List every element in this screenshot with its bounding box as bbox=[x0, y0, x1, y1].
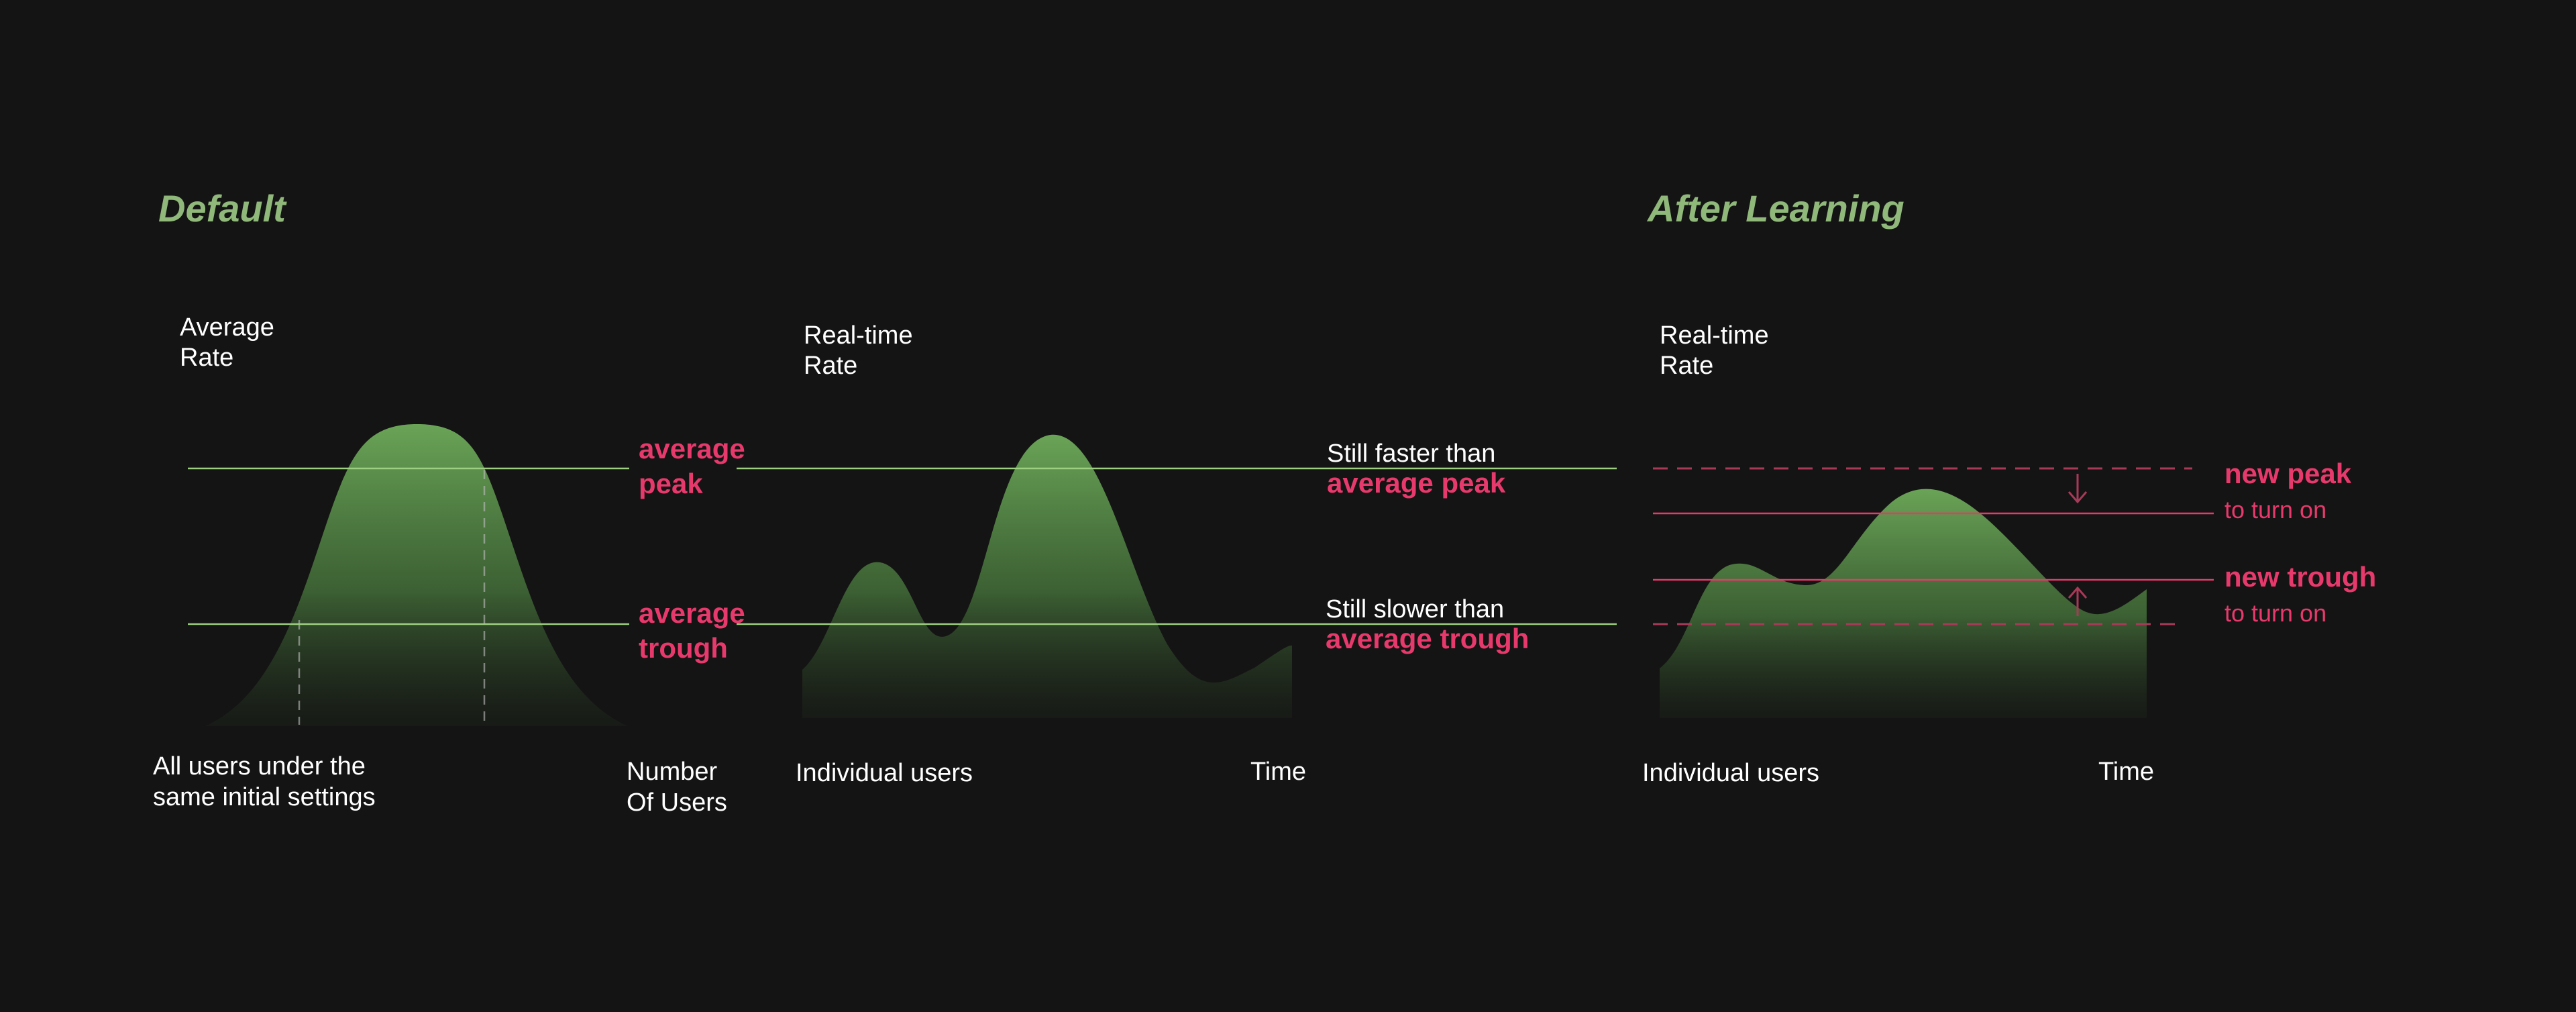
arrow-up-icon bbox=[2068, 586, 2088, 616]
default-title: Default bbox=[158, 187, 287, 230]
average-trough-label: average trough bbox=[639, 597, 753, 664]
chart1-distribution-curve bbox=[205, 424, 628, 726]
after-learning-title: After Learning bbox=[1646, 187, 1904, 230]
new-trough-label: new trough bbox=[2224, 561, 2376, 593]
chart-real-time-after-learning: Real-time Rate new peak to turn on new t… bbox=[1642, 290, 2376, 787]
chart3-y-label: Real-time Rate bbox=[1660, 321, 1776, 380]
chart3-x-label-right: Time bbox=[2098, 758, 2154, 786]
chart1-y-label: Average Rate bbox=[180, 313, 281, 372]
chart2-x-label-left: Individual users bbox=[796, 759, 973, 787]
average-peak-note: average peak bbox=[1327, 467, 1506, 499]
chart2-y-label: Real-time Rate bbox=[804, 321, 920, 380]
new-trough-sublabel: to turn on bbox=[2224, 599, 2326, 627]
new-peak-sublabel: to turn on bbox=[2224, 496, 2326, 523]
arrow-down-icon bbox=[2068, 474, 2088, 504]
chart2-x-label-right: Time bbox=[1250, 758, 1306, 786]
chart-real-time-default: Real-time Rate Still faster than average… bbox=[737, 290, 1617, 787]
chart-average-rate-distribution: Average Rate average peak average trough… bbox=[153, 290, 753, 817]
still-slower-text: Still slower than bbox=[1326, 595, 1504, 623]
average-trough-note: average trough bbox=[1326, 623, 1529, 654]
chart3-rate-curve bbox=[1660, 489, 2147, 718]
chart2-rate-curve bbox=[802, 434, 1292, 718]
average-peak-label: average peak bbox=[639, 433, 753, 499]
chart1-x-label-left: All users under the same initial setting… bbox=[153, 752, 376, 811]
chart1-x-label-right: Number Of Users bbox=[627, 758, 727, 817]
chart3-x-label-left: Individual users bbox=[1642, 759, 1819, 787]
still-faster-text: Still faster than bbox=[1327, 440, 1495, 468]
new-peak-label: new peak bbox=[2224, 458, 2352, 489]
